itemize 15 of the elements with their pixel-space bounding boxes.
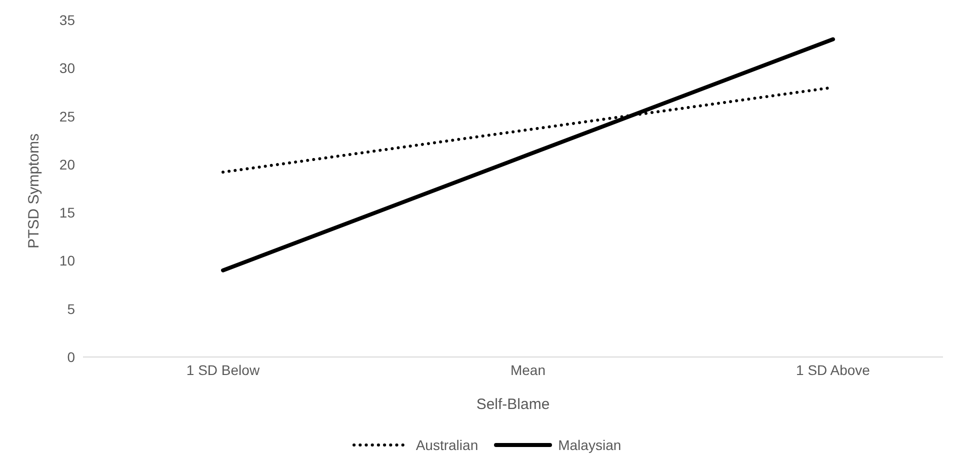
y-tick-label: 5	[67, 300, 76, 317]
y-tick-label: 0	[67, 348, 76, 365]
y-axis-title: PTSD Symptoms	[25, 133, 42, 248]
legend-label: Malaysian	[558, 437, 622, 453]
x-axis-title: Self-Blame	[476, 396, 550, 413]
x-tick-label: 1 SD Below	[186, 362, 260, 378]
y-tick-label: 10	[59, 252, 76, 269]
y-tick-label: 25	[59, 108, 76, 124]
y-tick-label: 15	[59, 204, 76, 221]
y-tick-label: 30	[59, 60, 76, 76]
y-tick-label: 20	[59, 156, 76, 172]
x-tick-label: Mean	[510, 362, 546, 378]
y-tick-label: 35	[59, 12, 76, 28]
legend-label: Australian	[416, 437, 478, 453]
x-tick-label: 1 SD Above	[796, 362, 870, 378]
